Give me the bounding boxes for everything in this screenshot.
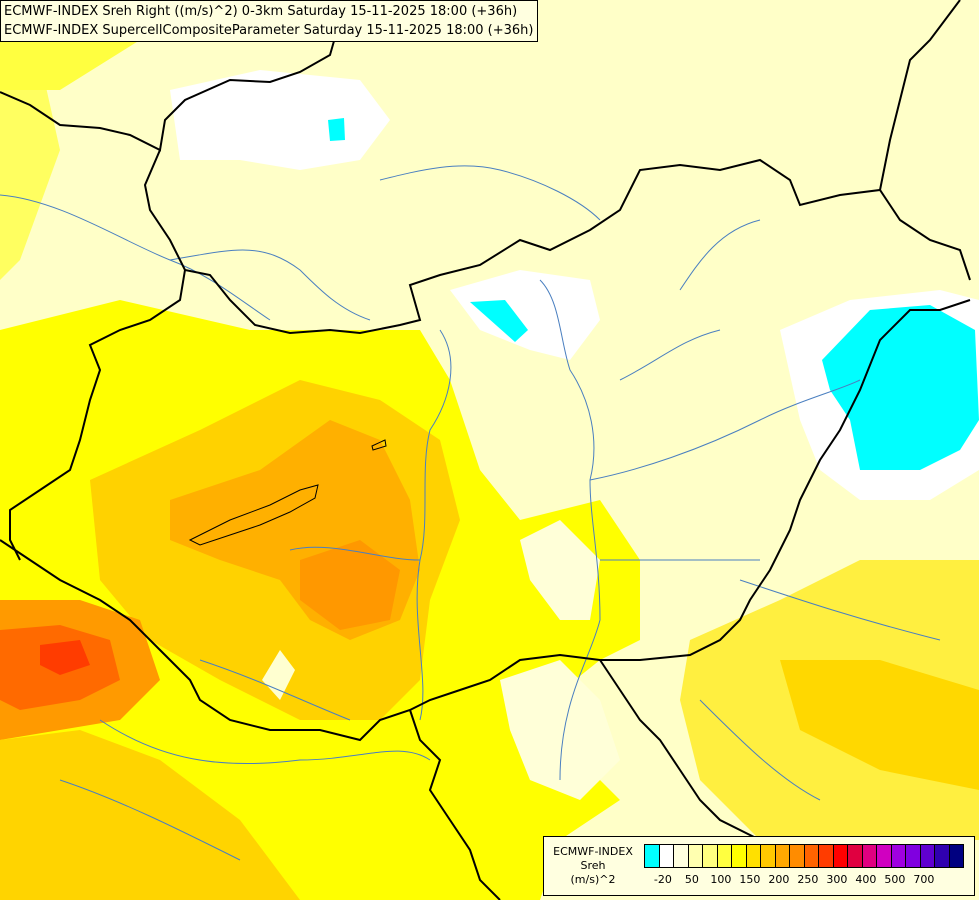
legend-swatch xyxy=(848,845,863,867)
sreh-zone-southeast-gold xyxy=(780,660,979,790)
sreh-zone-west-red-core xyxy=(40,640,90,675)
legend-tick-label: 150 xyxy=(739,873,761,886)
legend-tick-label: 100 xyxy=(710,873,732,886)
color-legend: ECMWF-INDEX Sreh (m/s)^2 -20 50 100 150 200 2… xyxy=(543,836,975,896)
sreh-zone-left-yellow xyxy=(0,40,60,280)
title-line-2: ECMWF-INDEX SupercellCompositeParameter … xyxy=(4,23,534,38)
legend-swatch xyxy=(891,845,906,867)
legend-swatch xyxy=(645,845,660,867)
legend-label-line-3: (m/s)^2 xyxy=(570,873,616,886)
legend-swatch xyxy=(746,845,761,867)
legend-tick-label: 250 xyxy=(797,873,819,886)
legend-tick-label: 400 xyxy=(855,873,877,886)
lake-balaton xyxy=(188,484,319,546)
map-title: ECMWF-INDEX Sreh Right ((m/s)^2) 0-3km S… xyxy=(0,0,539,42)
legend-swatch xyxy=(659,845,674,867)
legend-swatch xyxy=(949,845,964,867)
legend-label-line-1: ECMWF-INDEX xyxy=(553,845,633,858)
legend-swatch xyxy=(703,845,718,867)
sreh-zone-east-cyan xyxy=(822,305,979,470)
legend-ticks: -20 50 100 150 200 250 300 400 500 700 xyxy=(644,873,964,889)
sreh-zone-south-gold xyxy=(0,730,300,900)
sreh-zone-south-pale xyxy=(500,660,620,800)
sreh-zone-south-white-spot xyxy=(262,650,295,700)
legend-tick-label: 700 xyxy=(913,873,935,886)
legend-tick-label: 200 xyxy=(768,873,790,886)
legend-swatch xyxy=(775,845,790,867)
sreh-zone-north-white xyxy=(170,70,390,170)
legend-swatch xyxy=(862,845,877,867)
legend-label-line-2: Sreh xyxy=(580,859,606,872)
legend-swatch xyxy=(761,845,776,867)
legend-swatch xyxy=(790,845,805,867)
legend-swatch xyxy=(819,845,834,867)
legend-swatch xyxy=(804,845,819,867)
sreh-zone-200b xyxy=(300,540,400,630)
legend-tick-label: 300 xyxy=(826,873,848,886)
title-line-1: ECMWF-INDEX Sreh Right ((m/s)^2) 0-3km S… xyxy=(4,4,518,19)
legend-label: ECMWF-INDEX Sreh (m/s)^2 xyxy=(547,845,639,887)
sreh-zone-north-cyan xyxy=(328,118,345,141)
legend-tick-label: -20 xyxy=(653,873,672,886)
legend-tick-label: 500 xyxy=(884,873,906,886)
sreh-zone-center-pale xyxy=(520,520,600,620)
legend-swatch xyxy=(877,845,892,867)
legend-swatch xyxy=(906,845,921,867)
legend-swatch xyxy=(717,845,732,867)
legend-swatch xyxy=(688,845,703,867)
sreh-zone-center-cyan xyxy=(470,300,528,342)
legend-swatch xyxy=(920,845,935,867)
legend-swatch xyxy=(674,845,689,867)
lake-small xyxy=(371,439,387,451)
legend-swatch xyxy=(935,845,950,867)
legend-swatch xyxy=(833,845,848,867)
legend-swatches xyxy=(644,844,964,868)
legend-swatch xyxy=(732,845,747,867)
rivers xyxy=(0,165,941,861)
legend-tick-label: 50 xyxy=(684,873,699,886)
